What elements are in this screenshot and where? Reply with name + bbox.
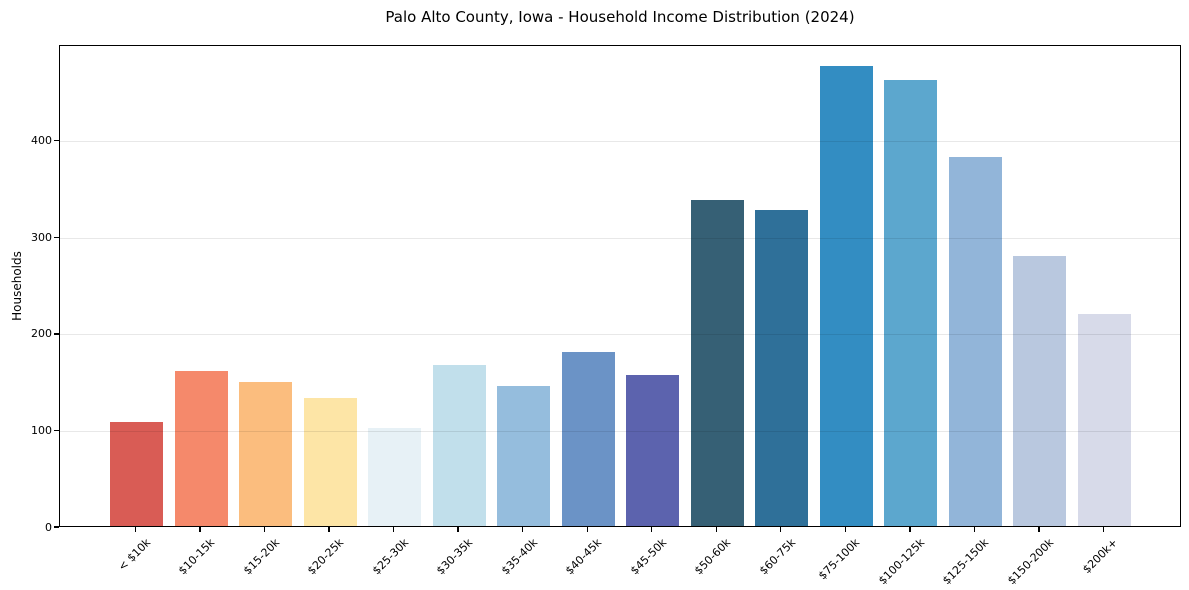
chart-title: Palo Alto County, Iowa - Household Incom… bbox=[385, 8, 855, 26]
x-tick-mark bbox=[844, 527, 847, 532]
bar-$60-75k bbox=[755, 210, 809, 526]
gridline-300 bbox=[60, 237, 1180, 239]
x-tick-mark bbox=[780, 527, 782, 532]
x-tick-label: $50-60k bbox=[692, 536, 734, 578]
y-tick-mark bbox=[54, 333, 59, 335]
y-tick-label: 0 bbox=[45, 520, 52, 534]
gridline-200 bbox=[60, 334, 1180, 336]
bar-$25-30k bbox=[368, 428, 422, 526]
x-tick-mark bbox=[392, 527, 395, 532]
x-tick-mark bbox=[973, 527, 976, 532]
y-tick-mark bbox=[54, 236, 59, 238]
y-tick-label: 200 bbox=[31, 327, 52, 341]
bar-$150-200k bbox=[1013, 255, 1067, 526]
y-tick-label: 400 bbox=[31, 134, 52, 148]
x-tick-label: $100-125k bbox=[875, 536, 928, 588]
y-tick-mark bbox=[54, 526, 59, 528]
bar-$50-60k bbox=[690, 200, 744, 526]
bar-$100-125k bbox=[884, 79, 938, 526]
bar-$75-100k bbox=[819, 66, 873, 526]
x-tick-label: $25-30k bbox=[369, 536, 411, 578]
x-tick-mark bbox=[1038, 527, 1040, 532]
bar-$125-150k bbox=[948, 157, 1002, 526]
x-tick-label: $150-200k bbox=[1004, 536, 1057, 588]
y-tick-label: 100 bbox=[31, 423, 52, 437]
plot-area bbox=[59, 45, 1181, 527]
x-tick-label: $35-40k bbox=[498, 536, 540, 578]
x-tick-label: $30-35k bbox=[434, 536, 476, 578]
x-tick-label: $15-20k bbox=[240, 536, 282, 578]
bar-$35-40k bbox=[497, 385, 551, 526]
gridline-400 bbox=[60, 141, 1180, 143]
x-tick-mark bbox=[457, 527, 459, 532]
x-tick-mark bbox=[199, 527, 201, 532]
x-tick-mark bbox=[521, 527, 524, 532]
bar-$15-20k bbox=[239, 382, 293, 526]
x-tick-mark bbox=[1102, 527, 1105, 532]
bar-$20-25k bbox=[303, 397, 357, 526]
x-tick-label: $200k+ bbox=[1080, 536, 1121, 577]
bar-$10-15k bbox=[174, 371, 228, 526]
bar-$40-45k bbox=[561, 352, 615, 526]
y-axis-label: Households bbox=[10, 251, 24, 321]
x-tick-label: $60-75k bbox=[756, 536, 798, 578]
y-tick-mark bbox=[54, 429, 59, 432]
x-tick-label: $75-100k bbox=[816, 536, 863, 583]
bar-< $10k bbox=[110, 421, 163, 526]
x-tick-label: $10-15k bbox=[175, 536, 218, 578]
y-tick-mark bbox=[54, 139, 59, 142]
bar-$45-50k bbox=[626, 375, 680, 526]
y-tick-label: 300 bbox=[31, 230, 52, 244]
x-tick-label: $125-150k bbox=[940, 536, 992, 588]
x-tick-mark bbox=[909, 527, 911, 532]
x-tick-mark bbox=[586, 527, 588, 532]
gridline-100 bbox=[60, 430, 1180, 432]
x-tick-label: < $10k bbox=[115, 536, 153, 574]
x-tick-mark bbox=[328, 527, 330, 532]
bar-$200k+ bbox=[1077, 313, 1131, 526]
x-tick-label: $40-45k bbox=[563, 536, 605, 578]
x-tick-mark bbox=[134, 527, 137, 532]
x-tick-mark bbox=[651, 527, 653, 532]
x-tick-label: $20-25k bbox=[305, 536, 347, 578]
x-tick-mark bbox=[263, 527, 266, 532]
bar-$30-35k bbox=[432, 364, 486, 526]
x-tick-label: $45-50k bbox=[627, 536, 669, 578]
x-tick-mark bbox=[715, 527, 717, 532]
